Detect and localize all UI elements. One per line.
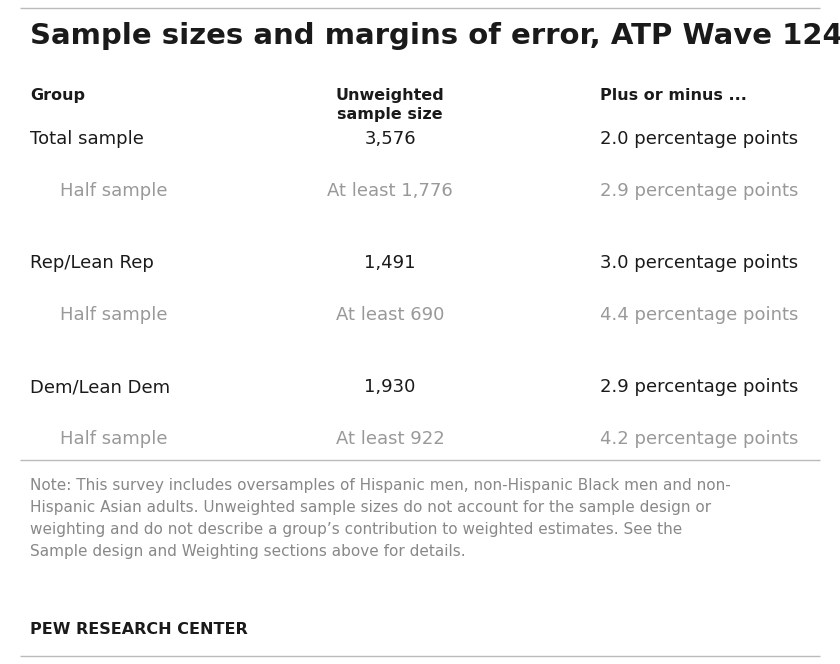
Text: Half sample: Half sample	[60, 306, 167, 324]
Text: 4.4 percentage points: 4.4 percentage points	[600, 306, 798, 324]
Text: Half sample: Half sample	[60, 182, 167, 200]
Text: Plus or minus ...: Plus or minus ...	[600, 88, 747, 103]
Text: 3.0 percentage points: 3.0 percentage points	[600, 254, 798, 272]
Text: 1,491: 1,491	[365, 254, 416, 272]
Text: Rep/Lean Rep: Rep/Lean Rep	[30, 254, 154, 272]
Text: weighting and do not describe a group’s contribution to weighted estimates. See : weighting and do not describe a group’s …	[30, 522, 682, 537]
Text: 3,576: 3,576	[365, 130, 416, 148]
Text: 1,930: 1,930	[365, 378, 416, 396]
Text: 2.9 percentage points: 2.9 percentage points	[600, 378, 798, 396]
Text: Unweighted
sample size: Unweighted sample size	[336, 88, 444, 122]
Text: Sample design and Weighting sections above for details.: Sample design and Weighting sections abo…	[30, 544, 465, 559]
Text: PEW RESEARCH CENTER: PEW RESEARCH CENTER	[30, 622, 248, 637]
Text: Hispanic Asian adults. Unweighted sample sizes do not account for the sample des: Hispanic Asian adults. Unweighted sample…	[30, 500, 711, 515]
Text: At least 922: At least 922	[336, 430, 444, 448]
Text: Group: Group	[30, 88, 85, 103]
Text: 2.9 percentage points: 2.9 percentage points	[600, 182, 798, 200]
Text: Total sample: Total sample	[30, 130, 144, 148]
Text: At least 690: At least 690	[336, 306, 444, 324]
Text: Note: This survey includes oversamples of Hispanic men, non-Hispanic Black men a: Note: This survey includes oversamples o…	[30, 478, 731, 493]
Text: Sample sizes and margins of error, ATP Wave 124: Sample sizes and margins of error, ATP W…	[30, 22, 840, 50]
Text: Dem/Lean Dem: Dem/Lean Dem	[30, 378, 171, 396]
Text: At least 1,776: At least 1,776	[327, 182, 453, 200]
Text: Half sample: Half sample	[60, 430, 167, 448]
Text: 2.0 percentage points: 2.0 percentage points	[600, 130, 798, 148]
Text: 4.2 percentage points: 4.2 percentage points	[600, 430, 798, 448]
